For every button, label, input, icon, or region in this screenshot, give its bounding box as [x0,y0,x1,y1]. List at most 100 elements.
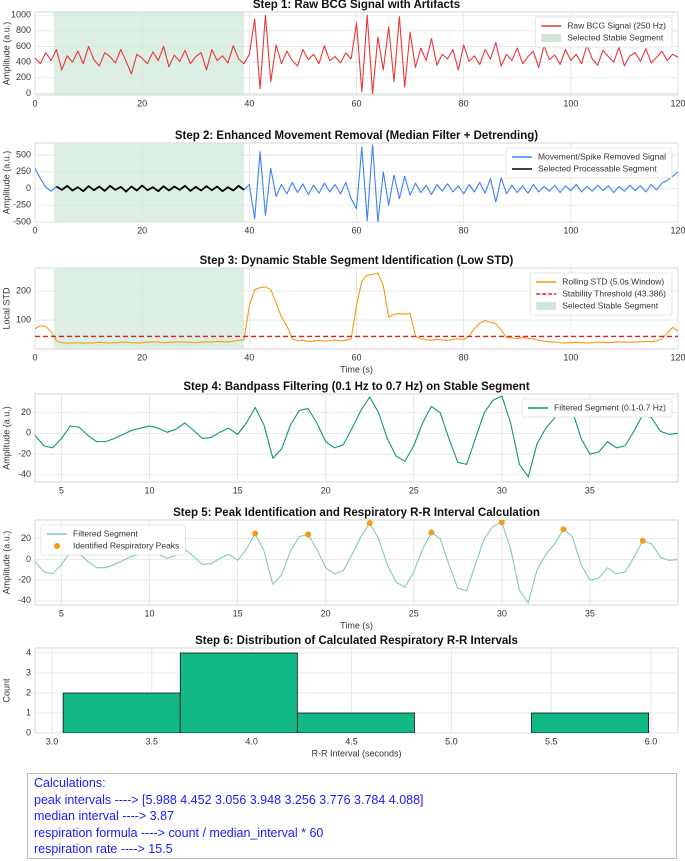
peak-marker [498,520,505,526]
peak-marker [305,531,312,538]
x-tick-label: 35 [585,485,595,495]
legend-label: Selected Stable Segment [567,32,664,42]
chart-panel: 5 10 15 20 25 30 35 -40 -20 0 20 Step 5: Peak Ident… [1,507,679,630]
x-tick-label: 100 [563,352,578,362]
plot-content [35,12,678,95]
y-tick-label: 250 [16,166,31,176]
x-tick-label: 5 [59,485,64,495]
chart-panel: 3.0 3.5 4.0 4.5 5.0 5.5 6.0 0 1 2 3 4 Step 6: Distri… [1,635,679,758]
chart-title: Step 4: Bandpass Filtering (0.1 Hz to 0.… [183,381,530,393]
x-tick-label: 60 [351,225,361,235]
x-tick-label: 10 [144,608,154,618]
legend-label: Raw BCG Signal (250 Hz) [567,20,666,30]
y-tick-label: -500 [13,216,31,226]
chart-panel: 0 20 40 60 80 100 120 100 200 Step 3: Dynamic Sta… [1,255,685,374]
y-tick-label: 600 [16,41,31,51]
x-tick-label: 15 [233,608,243,618]
x-tick-label: 40 [244,225,254,235]
x-tick-label: 0 [32,98,37,108]
calc-line: respiration rate ----> 15.5 [34,842,173,856]
y-axis-label: Local STD [1,287,11,330]
y-tick-label: -20 [18,448,31,458]
x-tick-label: 6.0 [645,736,658,746]
chart-panel: 0 20 40 60 80 100 120 0 200 400 600 800 1000 Step 1: … [1,0,685,108]
x-tick-label: 60 [351,98,361,108]
x-tick-label: 80 [459,225,469,235]
y-tick-label: 100 [16,314,31,324]
x-tick-label: 25 [409,608,419,618]
x-tick-label: 30 [497,485,507,495]
x-tick-label: 3.0 [46,736,59,746]
x-axis-label: Time (s) [340,620,373,630]
x-tick-label: 0 [32,225,37,235]
highlight-span [53,12,244,95]
y-tick-label: 20 [21,533,31,543]
x-tick-label: 4.0 [245,736,258,746]
y-axis-label: Amplitude (a.u.) [1,22,11,86]
x-tick-label: 60 [351,352,361,362]
chart-title: Step 1: Raw BCG Signal with Artifacts [253,0,460,11]
x-tick-label: 20 [137,352,147,362]
y-tick-label: 0 [26,554,31,564]
legend-label: Selected Processable Segment [538,163,657,173]
legend: Filtered Segment Identified Respiratory P… [40,524,186,556]
legend-box [505,147,673,179]
chart-title: Step 6: Distribution of Calculated Respi… [195,635,518,647]
y-tick-label: 4 [26,647,31,657]
y-tick-label: -40 [18,595,31,605]
legend-box [40,524,186,556]
x-tick-label: 5 [59,608,64,618]
x-tick-label: 100 [563,225,578,235]
legend-label: Stability Threshold (43.386) [562,288,666,298]
y-tick-label: 200 [16,286,31,296]
y-tick-label: 1 [26,707,31,717]
y-tick-label: 0 [26,88,31,98]
x-tick-label: 15 [233,485,243,495]
x-tick-label: 4.5 [345,736,358,746]
x-tick-label: 120 [670,352,685,362]
y-axis-label: Amplitude (a.u.) [1,531,11,595]
y-tick-label: 500 [16,149,31,159]
calc-heading: Calculations: [34,776,106,790]
y-axis-label: Amplitude (a.u.) [1,406,11,470]
legend-label: Selected Stable Segment [562,300,659,310]
x-tick-label: 80 [459,98,469,108]
calc-line: median interval ----> 3.87 [34,809,174,823]
y-tick-label: 2 [26,687,31,697]
x-tick-label: 30 [497,608,507,618]
x-tick-label: 25 [409,485,419,495]
x-tick-label: 0 [32,352,37,362]
legend-label: Identified Respiratory Peaks [73,540,179,550]
series-line [35,272,678,344]
y-tick-label: 0 [26,727,31,737]
x-tick-label: 10 [144,485,154,495]
legend-swatch [541,34,562,42]
legend: Raw BCG Signal (250 Hz) Selected Stable S… [534,16,673,48]
x-tick-label: 40 [244,98,254,108]
x-tick-label: 20 [321,485,331,495]
histogram-bar [179,652,298,733]
plot-content [62,652,650,733]
x-tick-label: 120 [670,225,685,235]
peak-marker [639,537,646,544]
x-axis-label: Time (s) [340,364,373,374]
x-tick-label: 100 [563,98,578,108]
calc-line: peak intervals ----> [5.988 4.452 3.056 … [34,792,424,807]
chart-title: Step 3: Dynamic Stable Segment Identific… [200,255,514,267]
x-axis-label: R-R Interval (seconds) [311,748,401,758]
y-tick-label: 0 [26,428,31,438]
plot-content [35,143,678,222]
y-tick-label: 800 [16,25,31,35]
y-tick-label: 20 [21,407,31,417]
y-axis-label: Amplitude (a.u.) [1,151,11,215]
calculations-box: Calculations: peak intervals ----> [5.98… [27,773,677,859]
chart-title: Step 2: Enhanced Movement Removal (Media… [175,130,538,142]
legend-label: Filtered Segment (0.1-0.7 Hz) [554,402,666,412]
legend: Filtered Segment (0.1-0.7 Hz) [521,398,673,418]
legend-label: Rolling STD (5.0s Window) [562,276,664,286]
y-tick-label: -40 [18,469,31,479]
x-tick-label: 35 [585,608,595,618]
y-tick-label: 1000 [11,10,31,20]
y-tick-label: -250 [13,200,31,210]
